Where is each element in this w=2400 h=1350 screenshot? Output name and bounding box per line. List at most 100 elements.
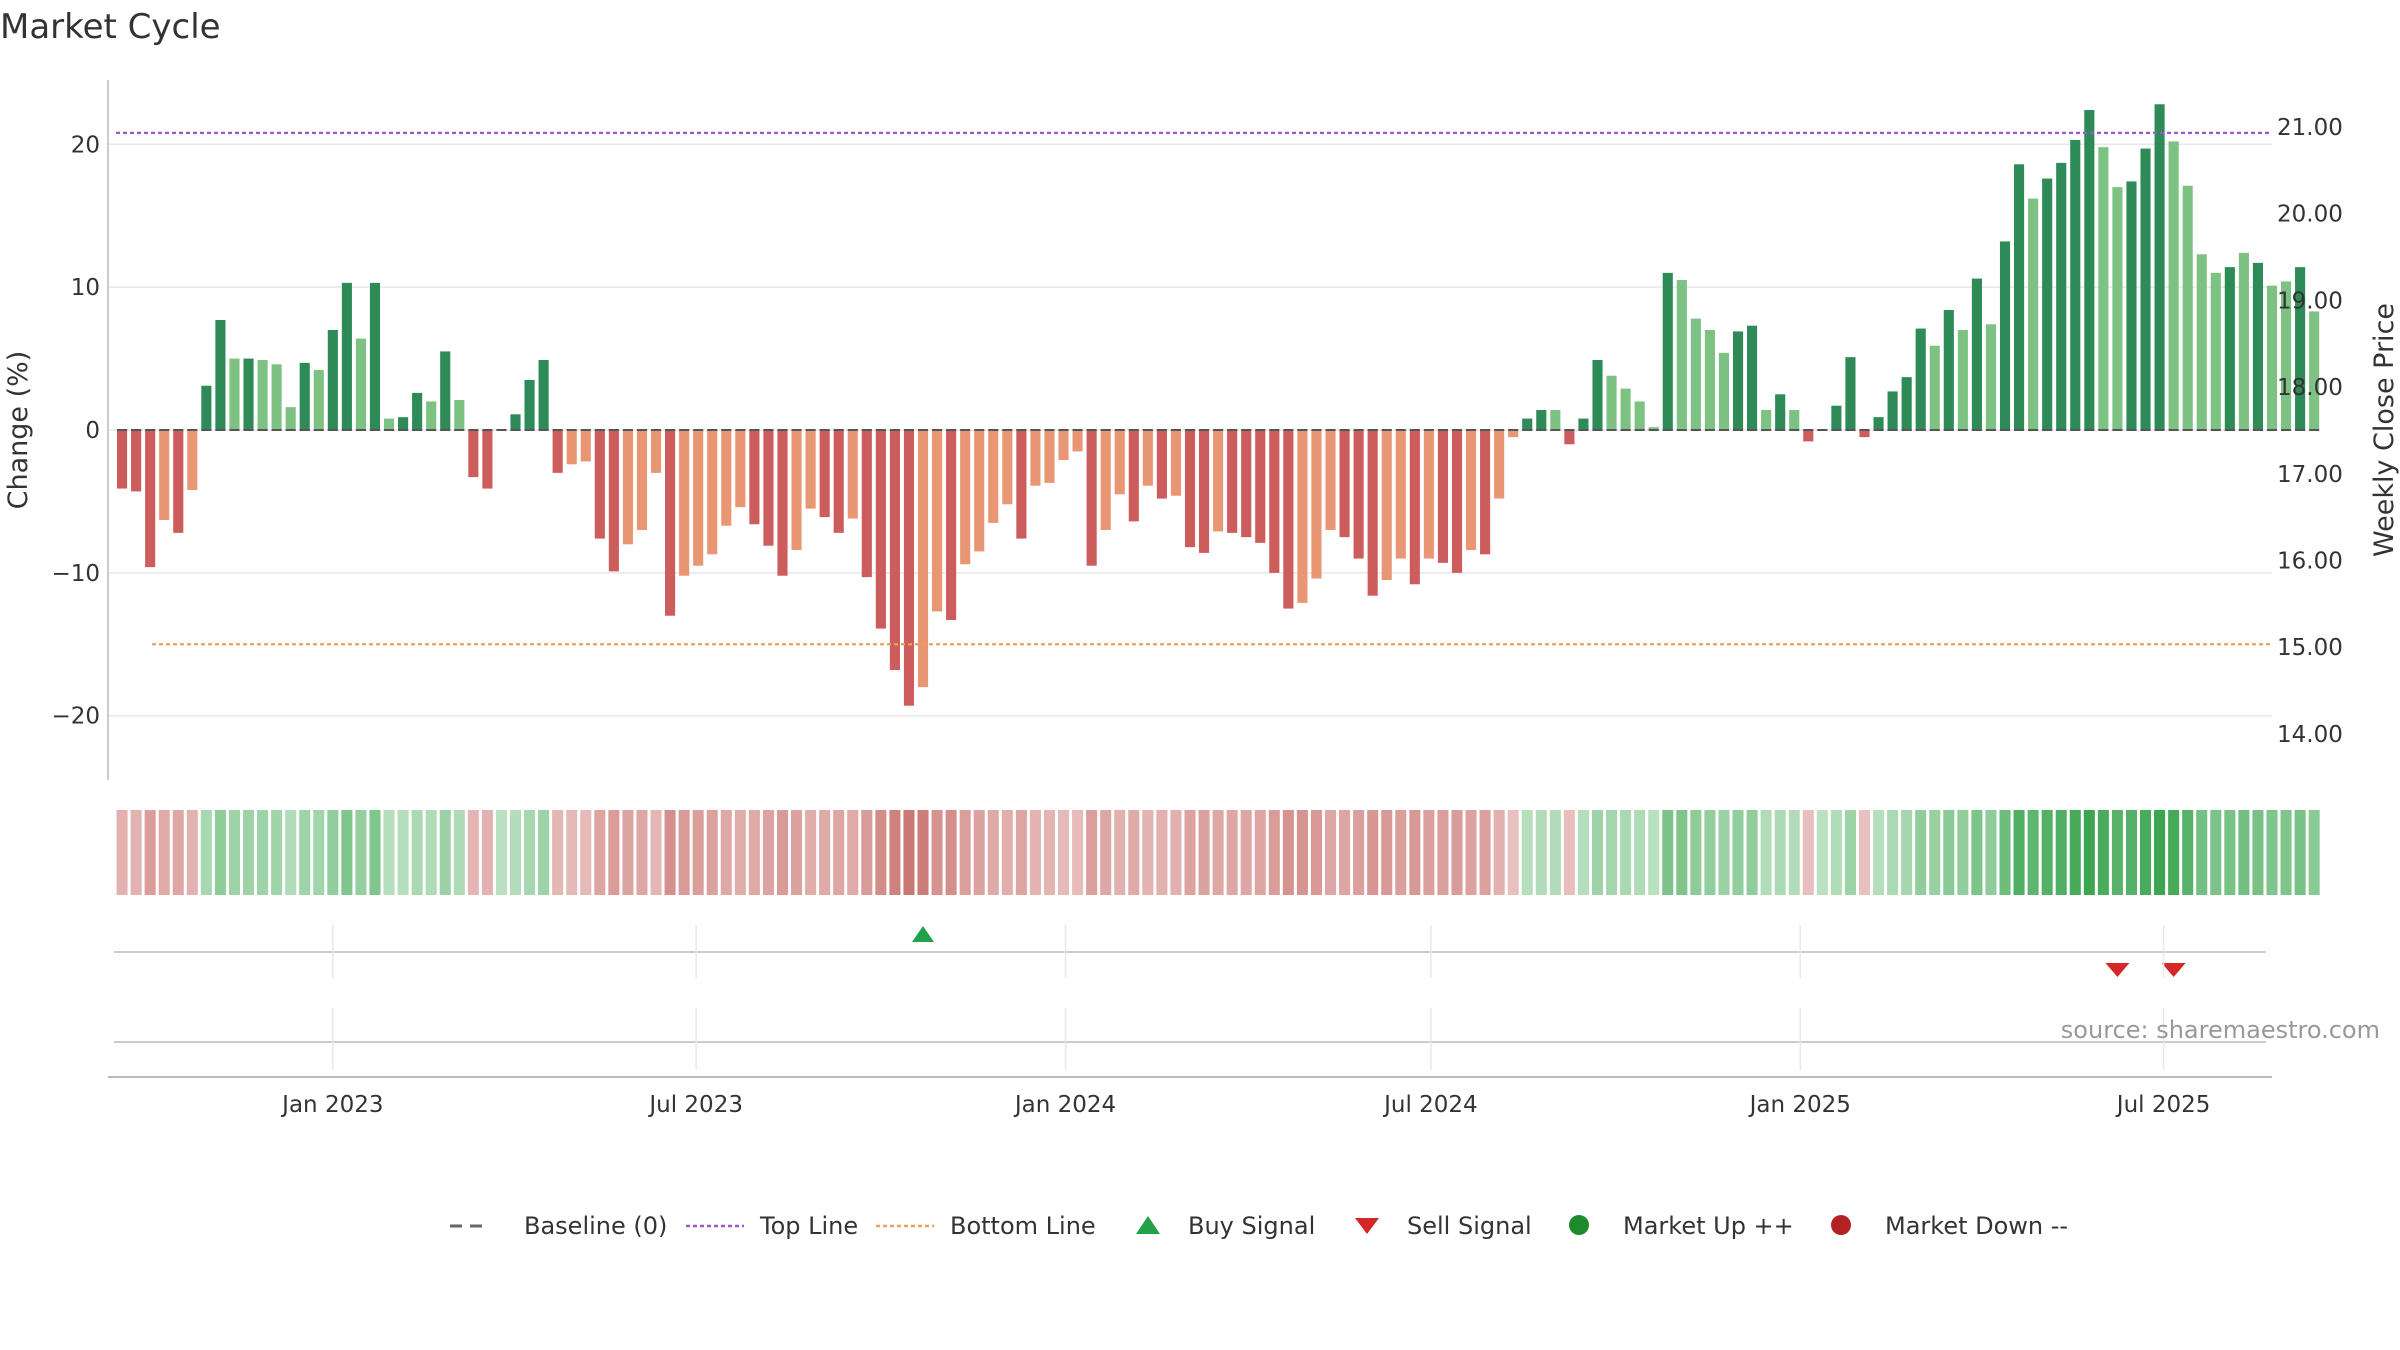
bar	[187, 430, 198, 490]
regime-cell	[299, 810, 311, 895]
bar	[2210, 272, 2221, 430]
bar	[1395, 430, 1406, 559]
bar	[861, 430, 872, 578]
bar	[524, 380, 535, 430]
y2-tick-label: 18.00	[2277, 375, 2343, 401]
bar	[2070, 140, 2081, 430]
bar	[566, 430, 577, 465]
bar	[1690, 318, 1701, 430]
bar	[1423, 430, 1434, 559]
regime-cell	[1086, 810, 1098, 895]
bar	[1606, 375, 1617, 430]
bar	[1227, 430, 1238, 533]
regime-cell	[172, 810, 184, 895]
legend-swatch	[1355, 1218, 1379, 1234]
bar	[946, 430, 957, 620]
bar	[2309, 311, 2320, 430]
bar	[1564, 430, 1575, 445]
regime-cell	[762, 810, 774, 895]
y-tick-label: 20	[71, 132, 100, 158]
reference-lines	[116, 131, 2272, 646]
bar	[229, 358, 240, 430]
legend: Baseline (0) Top Line Bottom Line Buy Signa…	[450, 1212, 2068, 1240]
bar	[412, 392, 423, 430]
regime-cell	[200, 810, 212, 895]
regime-cell	[1732, 810, 1744, 895]
bar	[2154, 104, 2165, 431]
bar	[1072, 430, 1083, 452]
bar	[1873, 417, 1884, 430]
regime-cell	[734, 810, 746, 895]
bar	[679, 430, 690, 576]
y2-axis: 21.00 20.00 19.00 18.00 17.00 16.00 15.00 14.00	[2277, 115, 2343, 748]
regime-cell	[1929, 810, 1941, 895]
regime-cell	[1676, 810, 1688, 895]
regime-cell	[1915, 810, 1927, 895]
bar	[1339, 430, 1350, 538]
regime-cell	[945, 810, 957, 895]
regime-cell	[1985, 810, 1997, 895]
bar	[1002, 430, 1013, 505]
bar	[791, 430, 802, 550]
bar	[2014, 164, 2025, 431]
regime-cell	[1802, 810, 1814, 895]
bar	[1480, 430, 1491, 555]
regime-cell	[285, 810, 297, 895]
regime-cell	[439, 810, 451, 895]
regime-cell	[1353, 810, 1365, 895]
bar	[468, 430, 479, 478]
regime-cell	[2013, 810, 2025, 895]
y2-tick-label: 21.00	[2277, 115, 2343, 141]
bar	[903, 430, 915, 706]
regime-cell	[1816, 810, 1828, 895]
bar	[1522, 418, 1533, 430]
bar	[1437, 430, 1448, 563]
bar	[1381, 430, 1392, 580]
bar	[173, 430, 184, 533]
bar	[721, 430, 732, 526]
bar	[1985, 324, 1997, 430]
regime-strip	[116, 810, 2320, 895]
bar	[819, 430, 830, 518]
regime-cell	[1788, 810, 1800, 895]
bar	[201, 385, 212, 430]
source-note: source: sharemaestro.com	[2061, 1016, 2380, 1044]
bar	[2042, 178, 2053, 430]
regime-cell	[1774, 810, 1786, 895]
bar	[1578, 418, 1589, 430]
legend-label: Market Down --	[1885, 1212, 2068, 1240]
y-tick-label: 0	[85, 418, 100, 444]
regime-cell	[861, 810, 873, 895]
regime-cell	[481, 810, 493, 895]
bar	[1957, 330, 1968, 430]
legend-label: Bottom Line	[950, 1212, 1096, 1240]
regime-cell	[819, 810, 831, 895]
regime-cell	[706, 810, 718, 895]
regime-cell	[1873, 810, 1885, 895]
x-tick-label: Jul 2024	[1382, 1092, 1478, 1118]
bar	[707, 430, 718, 555]
regime-cell	[1296, 810, 1308, 895]
regime-cell	[1282, 810, 1294, 895]
buy-signal-marker	[912, 926, 935, 942]
regime-cell	[495, 810, 507, 895]
regime-cell	[580, 810, 592, 895]
y-tick-label: −10	[51, 561, 100, 587]
regime-cell	[1226, 810, 1238, 895]
regime-cell	[1887, 810, 1899, 895]
sell-signal-marker	[2161, 963, 2186, 977]
regime-cell	[1015, 810, 1027, 895]
regime-cell	[158, 810, 170, 895]
bar	[299, 362, 310, 430]
bar	[257, 360, 268, 430]
regime-cell	[1634, 810, 1646, 895]
regime-cell	[1830, 810, 1842, 895]
regime-cell	[383, 810, 395, 895]
bar	[974, 430, 985, 552]
x-tick-label: Jan 2024	[1013, 1092, 1116, 1118]
regime-cell	[1620, 810, 1632, 895]
x-axis: Jan 2023 Jul 2023 Jan 2024 Jul 2024 Jan 2025…	[108, 925, 2272, 1118]
bar	[341, 282, 352, 430]
bar	[145, 430, 156, 568]
bar	[1592, 360, 1603, 430]
